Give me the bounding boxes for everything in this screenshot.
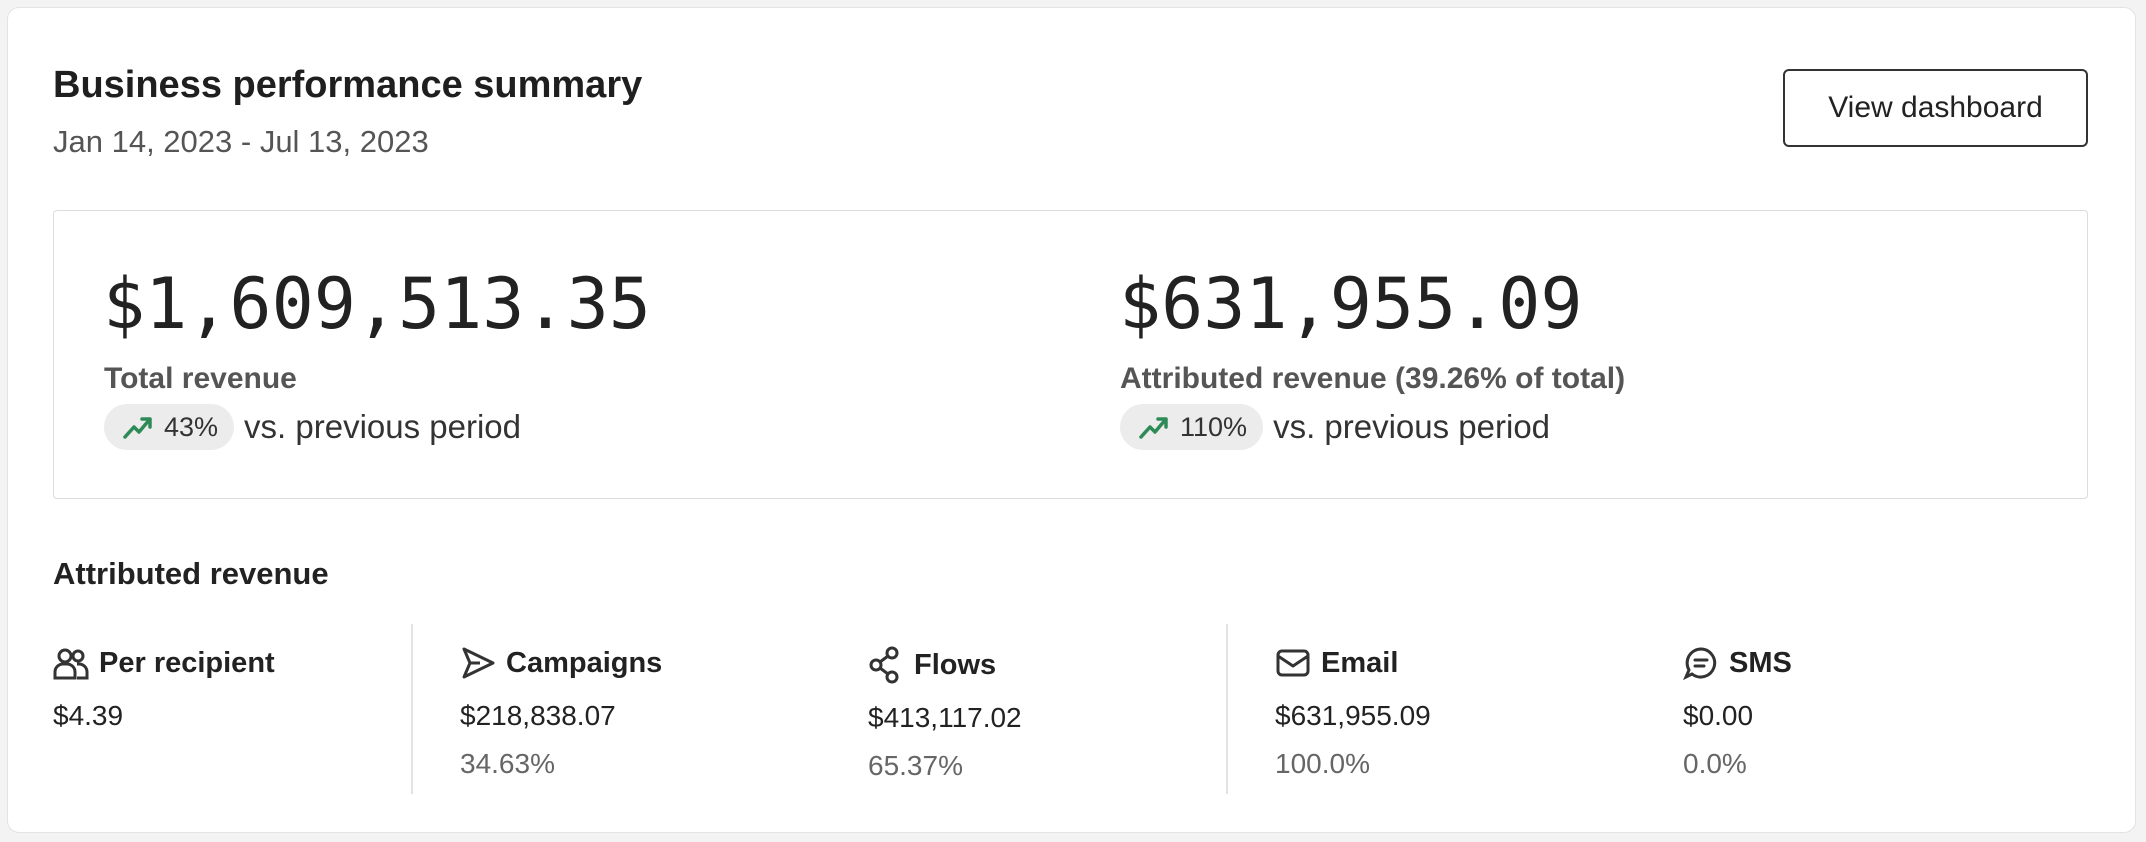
metric-label: Campaigns [506, 646, 663, 679]
total-label: Total revenue [104, 362, 297, 395]
metric: Campaigns $218,838.07 34.63% [460, 646, 662, 780]
metric-label: Flows [914, 648, 997, 681]
metric-share: 0.0% [1683, 748, 1747, 779]
section-title: Attributed revenue [53, 556, 329, 591]
metric-label: SMS [1729, 646, 1792, 679]
metric-share: 65.37% [868, 750, 963, 781]
attributed-label: Attributed revenue (39.26% of total) [1120, 362, 1626, 395]
metric-value: $218,838.07 [460, 700, 616, 731]
metric: SMS $0.00 0.0% [1683, 646, 1792, 780]
total-value: $1,609,513.35 [103, 263, 651, 345]
metric-label-row: Per recipient [53, 646, 275, 680]
people-icon [53, 648, 89, 680]
card-title: Business performance summary [53, 64, 643, 106]
metric: Per recipient $4.39 [53, 646, 275, 732]
metric-value: $413,117.02 [868, 702, 1022, 733]
divider [1226, 624, 1228, 794]
metric: Email $631,955.09 100.0% [1275, 646, 1431, 780]
metric-label-row: Campaigns [460, 646, 662, 680]
metric-share: 34.63% [460, 748, 555, 779]
trend-up-icon [123, 417, 152, 439]
metric: Flows $413,117.02 65.37% [868, 646, 1022, 782]
change-value: 43% [164, 411, 219, 442]
send-icon [462, 647, 495, 679]
metric-value: $4.39 [53, 700, 124, 731]
attributed-change-row: 110% vs. previous period [1120, 404, 1550, 450]
total-change-row: 43% vs. previous period [104, 404, 521, 450]
summary-card: Business performance summary Jan 14, 202… [7, 7, 2136, 833]
metric-label: Per recipient [99, 646, 275, 679]
metric-value: $0.00 [1683, 700, 1754, 731]
metric-label-row: Email [1275, 646, 1431, 680]
change-value: 110% [1180, 411, 1248, 442]
date-range: Jan 14, 2023 - Jul 13, 2023 [53, 124, 429, 159]
attributed-value: $631,955.09 [1119, 263, 1583, 345]
divider [411, 624, 413, 794]
change-pill: 110% [1120, 404, 1264, 450]
metric-label-row: SMS [1683, 646, 1792, 680]
metric-label-row: Flows [868, 646, 1022, 684]
trend-up-icon [1139, 417, 1168, 439]
metric-label: Email [1321, 646, 1399, 679]
view-dashboard-button[interactable]: View dashboard [1783, 69, 2088, 147]
email-icon [1276, 649, 1310, 677]
change-suffix: vs. previous period [1273, 408, 1551, 445]
metric-value: $631,955.09 [1275, 700, 1431, 731]
metric-share: 100.0% [1275, 748, 1370, 779]
sms-icon [1683, 647, 1717, 680]
flows-icon [869, 646, 899, 684]
summary-box [53, 210, 2088, 499]
change-pill: 43% [104, 404, 235, 450]
change-suffix: vs. previous period [244, 408, 522, 445]
